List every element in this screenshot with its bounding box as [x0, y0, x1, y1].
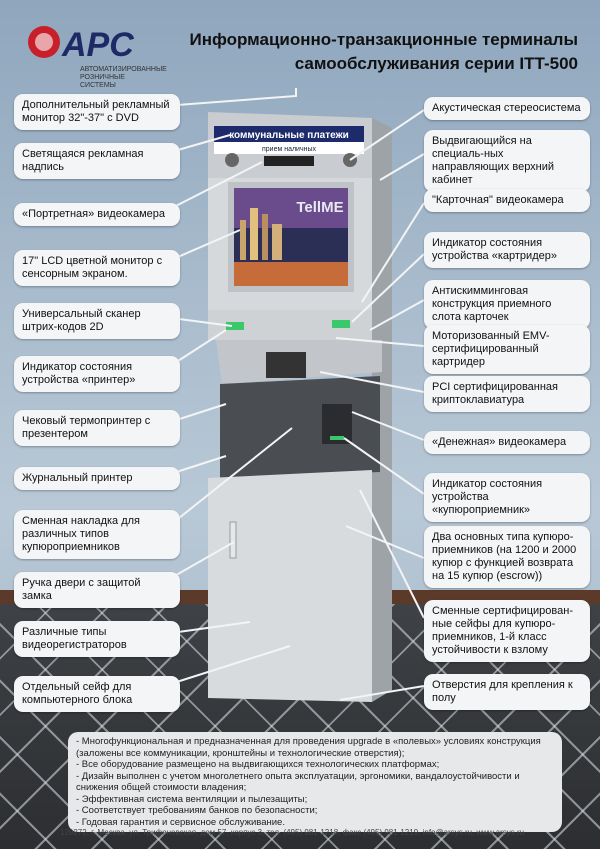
label-ad-monitor: Дополнительный рекламный монитор 32"-37"… — [14, 94, 180, 130]
contact-line: 129272, г. Москва, ул. Трифоновская, дом… — [60, 828, 525, 837]
ars-logo: АРС — [28, 26, 134, 64]
label-barcode-scanner: Универсальный сканер штрих-кодов 2D — [14, 303, 180, 339]
label-card-camera: "Карточная" видеокамера — [424, 189, 590, 212]
feature-item: - Многофункциональная и предназначенная … — [76, 736, 541, 759]
label-top-cabinet: Выдвигающийся на специаль-ных направляющ… — [424, 130, 590, 192]
features-box: - Многофункциональная и предназначенная … — [68, 732, 562, 832]
label-emv-card-reader: Моторизованный EMV-сертифицированный кар… — [424, 325, 590, 374]
title-line-1: Информационно-транзакционные терминалы — [189, 30, 578, 49]
label-certified-safes: Сменные сертифицирован-ные сейфы для куп… — [424, 600, 590, 662]
label-money-camera: «Денежная» видеокамера — [424, 431, 590, 454]
label-floor-mount-holes: Отверстия для крепления к полу — [424, 674, 590, 710]
label-receipt-printer: Чековый термопринтер с презентером — [14, 410, 180, 446]
label-portrait-camera: «Портретная» видеокамера — [14, 203, 180, 226]
door-handle — [229, 521, 237, 559]
advertising-sign — [214, 126, 364, 142]
features-list: - Многофункциональная и предназначенная … — [76, 736, 554, 828]
screen-brand: TellME — [296, 199, 343, 216]
logo-wordmark: АРС — [61, 26, 134, 64]
label-bill-acceptor-overlay: Сменная накладка для различных типов куп… — [14, 510, 180, 559]
label-video-recorders: Различные типы видеорегистраторов — [14, 621, 180, 657]
feature-item: - Годовая гарантия и сервисное обслужива… — [76, 816, 285, 828]
logo-subtitle: АВТОМАТИЗИРОВАННЫЕ РОЗНИЧНЫЕ СИСТЕМЫ — [80, 66, 167, 89]
feature-item: - Все оборудование размещено на выдвигаю… — [76, 759, 440, 770]
label-bill-acceptor-types: Два основных типа купюро-приемников (на … — [424, 526, 590, 588]
speaker-left — [225, 153, 239, 167]
label-computer-safe: Отдельный сейф для компьютерного блока — [14, 676, 180, 712]
label-printer-indicator: Индикатор состояния устройства «принтер» — [14, 356, 180, 392]
pin-keypad — [266, 352, 306, 378]
feature-item: - Дизайн выполнен с учетом многолетнего … — [76, 770, 520, 794]
label-journal-printer: Журнальный принтер — [14, 467, 180, 490]
label-door-handle: Ручка двери с защитой замка — [14, 572, 180, 608]
label-illuminated-sign: Светящаяся рекламная надпись — [14, 143, 180, 179]
feature-item: - Эффективная система вентиляции и пылез… — [76, 793, 308, 805]
barcode-scanner — [226, 322, 244, 330]
label-antiskimming: Антискимминговая конструкция приемного с… — [424, 280, 590, 329]
label-card-reader-indicator: Индикатор состояния устройства «картриде… — [424, 232, 590, 268]
page-title: Информационно-транзакционные терминалы с… — [158, 28, 578, 76]
feature-item: - Соответствует требованиям банков по бе… — [76, 805, 318, 816]
label-lcd-monitor: 17" LCD цветной монитор с сенсорным экра… — [14, 250, 180, 286]
label-pci-keypad: PCI сертифицированная криптоклавиатура — [424, 376, 590, 412]
svg-text:прием наличных: прием наличных — [262, 146, 317, 153]
title-line-2: самообслуживания серии ITT-500 — [294, 54, 578, 73]
svg-text:коммунальные платежи: коммунальные платежи — [229, 130, 349, 141]
label-bill-acceptor-indicator: Индикатор состояния устройства «купюропр… — [424, 473, 590, 522]
card-reader-slot — [332, 320, 350, 328]
label-stereo-system: Акустическая стереосистема — [424, 97, 590, 120]
